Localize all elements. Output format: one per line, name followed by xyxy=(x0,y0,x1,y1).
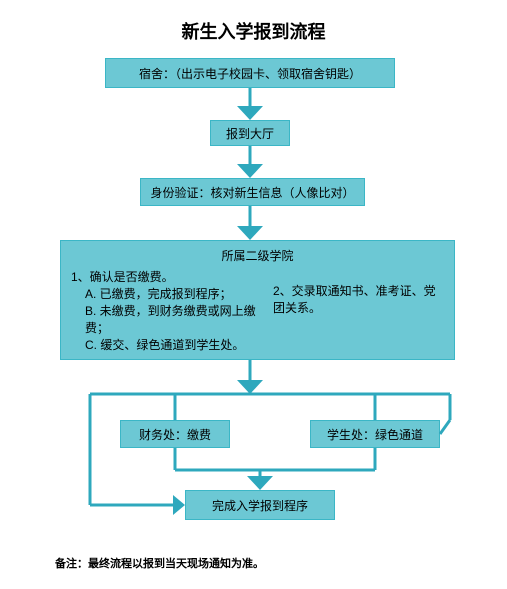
page-title: 新生入学报到流程 xyxy=(0,0,507,54)
node-hall-label: 报到大厅 xyxy=(226,125,274,142)
node-finance: 财务处：缴费 xyxy=(120,420,230,448)
node-dorm: 宿舍：（出示电子校园卡、领取宿舍钥匙） xyxy=(105,58,395,88)
college-header: 所属二级学院 xyxy=(71,247,444,264)
college-left-item: B. 未缴费，到财务缴费或网上缴费； xyxy=(85,302,265,336)
college-left-title: 1、确认是否缴费。 xyxy=(71,268,265,285)
college-right: 2、交录取通知书、准考证、党团关系。 xyxy=(273,268,444,353)
node-college: 所属二级学院 1、确认是否缴费。 A. 已缴费，完成报到程序； B. 未缴费，到… xyxy=(60,240,455,360)
node-complete-label: 完成入学报到程序 xyxy=(212,497,308,514)
college-left-item: A. 已缴费，完成报到程序； xyxy=(85,285,265,302)
node-greench: 学生处：绿色通道 xyxy=(310,420,440,448)
node-dorm-label: 宿舍：（出示电子校园卡、领取宿舍钥匙） xyxy=(139,65,361,82)
college-left-item: C. 缓交、绿色通道到学生处。 xyxy=(85,336,265,353)
footnote: 备注：最终流程以报到当天现场通知为准。 xyxy=(55,555,264,571)
node-greench-label: 学生处：绿色通道 xyxy=(327,426,423,443)
node-idcheck-label: 身份验证：核对新生信息（人像比对） xyxy=(150,184,354,201)
node-complete: 完成入学报到程序 xyxy=(185,490,335,520)
node-idcheck: 身份验证：核对新生信息（人像比对） xyxy=(140,178,365,206)
node-hall: 报到大厅 xyxy=(210,120,290,146)
node-finance-label: 财务处：缴费 xyxy=(139,426,211,443)
